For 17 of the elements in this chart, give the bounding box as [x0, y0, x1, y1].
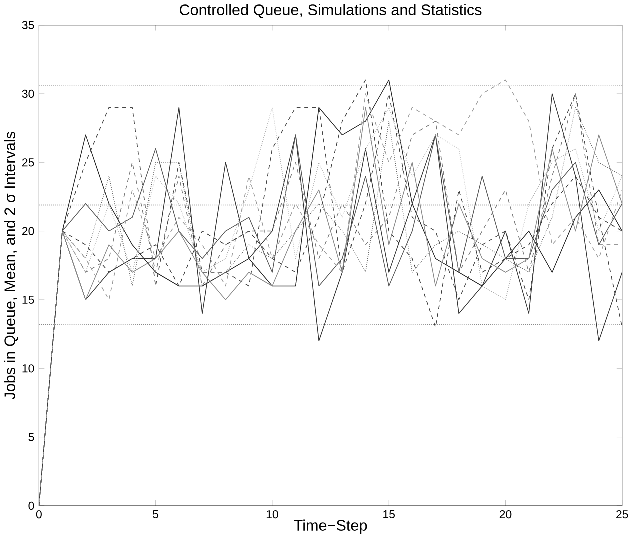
y-tick-label: 5 [28, 433, 34, 442]
y-tick-label: 10 [22, 364, 34, 373]
y-tick-label: 35 [22, 21, 34, 30]
y-axis-title: Jobs in Queue, Mean, and 2 σ Intervals [4, 132, 18, 400]
x-tick-label: 20 [500, 510, 512, 518]
x-tick-label: 0 [36, 510, 42, 518]
x-tick-label: 5 [153, 510, 159, 518]
x-axis-title: Time−Step [294, 520, 368, 534]
chart-title: Controlled Queue, Simulations and Statistics [180, 4, 482, 18]
y-tick-label: 30 [22, 90, 34, 98]
x-tick-label: 15 [384, 510, 395, 518]
x-tick-label: 25 [616, 510, 628, 518]
y-tick-label: 20 [22, 227, 34, 236]
x-tick-label: 10 [266, 510, 278, 518]
y-tick-label: 15 [22, 296, 34, 304]
y-tick-label: 0 [28, 502, 34, 510]
y-tick-label: 25 [22, 158, 34, 167]
